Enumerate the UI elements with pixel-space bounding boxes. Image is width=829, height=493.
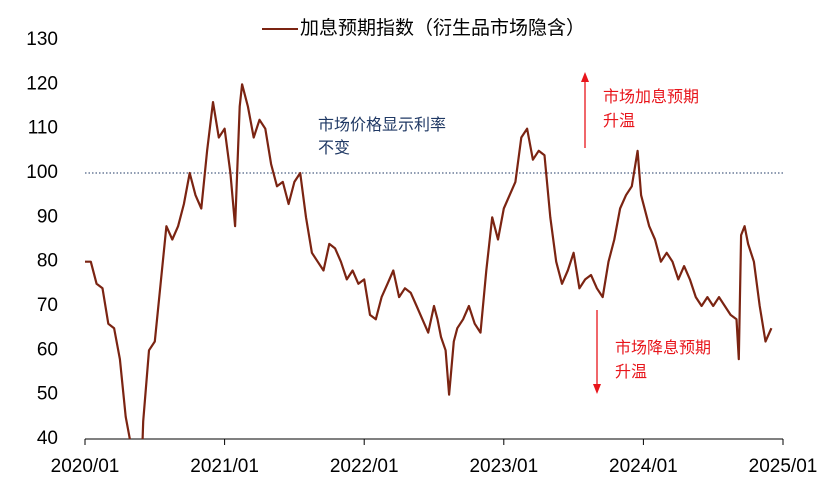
x-tick-label: 2021/01 — [190, 456, 259, 477]
x-tick-label: 2020/01 — [51, 456, 120, 477]
annotation: 市场加息预期 — [603, 88, 699, 106]
annotation: 市场降息预期 — [615, 339, 711, 357]
y-tick-label: 80 — [37, 251, 58, 272]
x-tick-label: 2024/01 — [609, 456, 678, 477]
legend-label: 加息预期指数（衍生品市场隐含） — [300, 17, 585, 39]
y-tick-label: 110 — [28, 118, 58, 139]
y-tick-label: 50 — [37, 384, 58, 405]
annotation: 升温 — [615, 363, 647, 381]
y-tick-label: 90 — [37, 206, 58, 227]
annotation: 升温 — [603, 112, 635, 130]
y-tick-label: 130 — [26, 29, 58, 50]
y-tick-label: 60 — [37, 339, 58, 360]
series-line — [85, 83, 773, 439]
y-tick-label: 40 — [37, 428, 58, 449]
annotation: 市场价格显示利率 — [318, 116, 446, 134]
x-tick-label: 2022/01 — [330, 456, 399, 477]
y-tick-label: 70 — [37, 295, 58, 316]
x-tick-label: 2025/01 — [749, 456, 818, 477]
x-tick-label: 2023/01 — [469, 456, 538, 477]
annotation: 不变 — [318, 139, 350, 157]
arrow-head — [581, 72, 589, 82]
y-tick-label: 100 — [26, 162, 58, 183]
y-tick-label: 120 — [26, 73, 58, 94]
arrow-head — [593, 384, 601, 394]
